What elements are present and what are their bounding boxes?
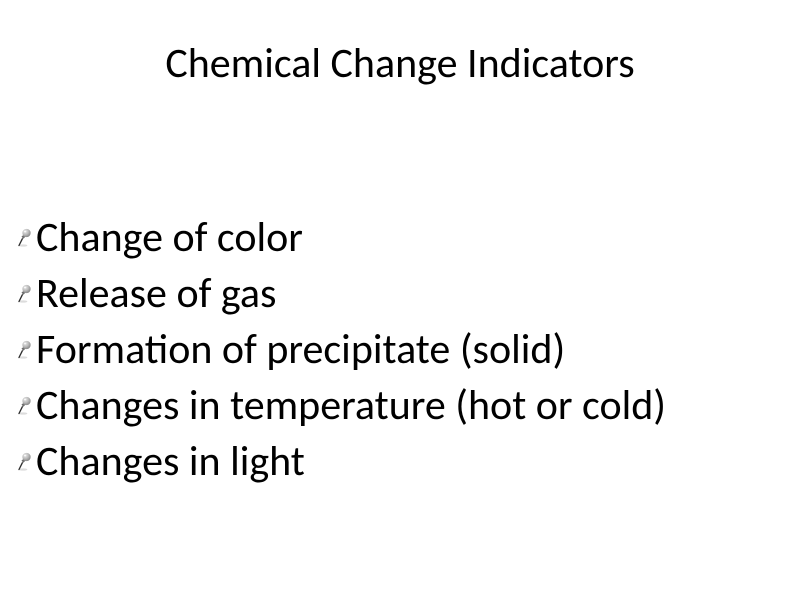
pushpin-icon [14,340,34,360]
list-item-text: Release of gas [36,273,276,315]
list-item: Changes in light [14,434,666,490]
slide-title: Chemical Change Indicators [0,38,800,89]
slide: Chemical Change Indicators Change of col… [0,0,800,600]
list-item: Changes in temperature (hot or cold) [14,378,666,434]
bullet-list: Change of color Release of gas Formati [14,210,666,490]
pushpin-icon [14,396,34,416]
list-item: Formation of precipitate (solid) [14,322,666,378]
list-item-text: Formation of precipitate (solid) [36,329,565,371]
list-item-text: Changes in temperature (hot or cold) [36,385,666,427]
list-item-text: Changes in light [36,441,305,483]
list-item: Change of color [14,210,666,266]
list-item: Release of gas [14,266,666,322]
list-item-text: Change of color [36,217,303,259]
pushpin-icon [14,284,34,304]
pushpin-icon [14,452,34,472]
pushpin-icon [14,228,34,248]
